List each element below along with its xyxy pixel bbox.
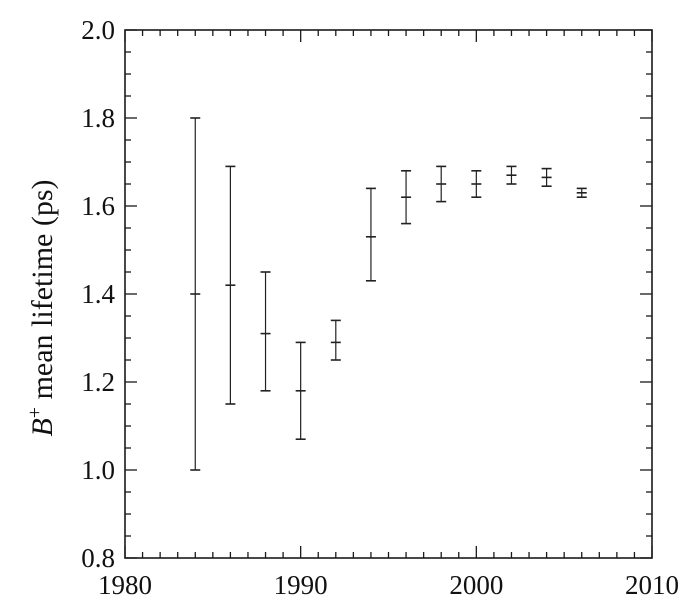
y-tick-label: 2.0 bbox=[81, 15, 115, 45]
y-axis-label-text: mean lifetime (ps) bbox=[26, 179, 59, 406]
error-bar-point bbox=[471, 170, 482, 198]
error-bar-point bbox=[506, 165, 517, 185]
error-bar-point bbox=[225, 165, 236, 405]
error-bar-point bbox=[260, 271, 271, 392]
y-tick-label: 0.8 bbox=[81, 543, 115, 573]
error-bar-point bbox=[365, 187, 376, 282]
y-axis-label: B+ mean lifetime (ps) bbox=[24, 179, 59, 436]
x-tick-label: 2010 bbox=[625, 570, 679, 600]
x-tick-label: 1980 bbox=[98, 570, 152, 600]
y-tick-label: 1.0 bbox=[81, 455, 115, 485]
error-bar-point bbox=[401, 170, 412, 225]
x-tick-label: 2000 bbox=[449, 570, 503, 600]
ticks-layer bbox=[124, 29, 653, 559]
y-tick-label: 1.4 bbox=[81, 279, 115, 309]
error-bar-point bbox=[295, 341, 306, 441]
y-tick-label: 1.2 bbox=[81, 367, 115, 397]
error-bar-point bbox=[436, 165, 447, 203]
error-bar-point bbox=[576, 187, 587, 198]
y-axis-label-italic: B bbox=[26, 418, 59, 436]
y-tick-label: 1.6 bbox=[81, 191, 115, 221]
y-tick-label: 1.8 bbox=[81, 103, 115, 133]
error-bar-point bbox=[541, 167, 552, 187]
tick-labels-layer: 1980 1990 2000 2010 0.8 1.0 1.2 1.4 1.6 1.8 2.0 bbox=[81, 15, 679, 600]
x-tick-label: 1990 bbox=[274, 570, 328, 600]
error-bar-point bbox=[190, 117, 201, 471]
y-axis-label-superscript: + bbox=[24, 407, 46, 418]
plot-frame bbox=[124, 29, 653, 559]
data-layer bbox=[190, 117, 587, 471]
error-bar-point bbox=[330, 319, 341, 361]
